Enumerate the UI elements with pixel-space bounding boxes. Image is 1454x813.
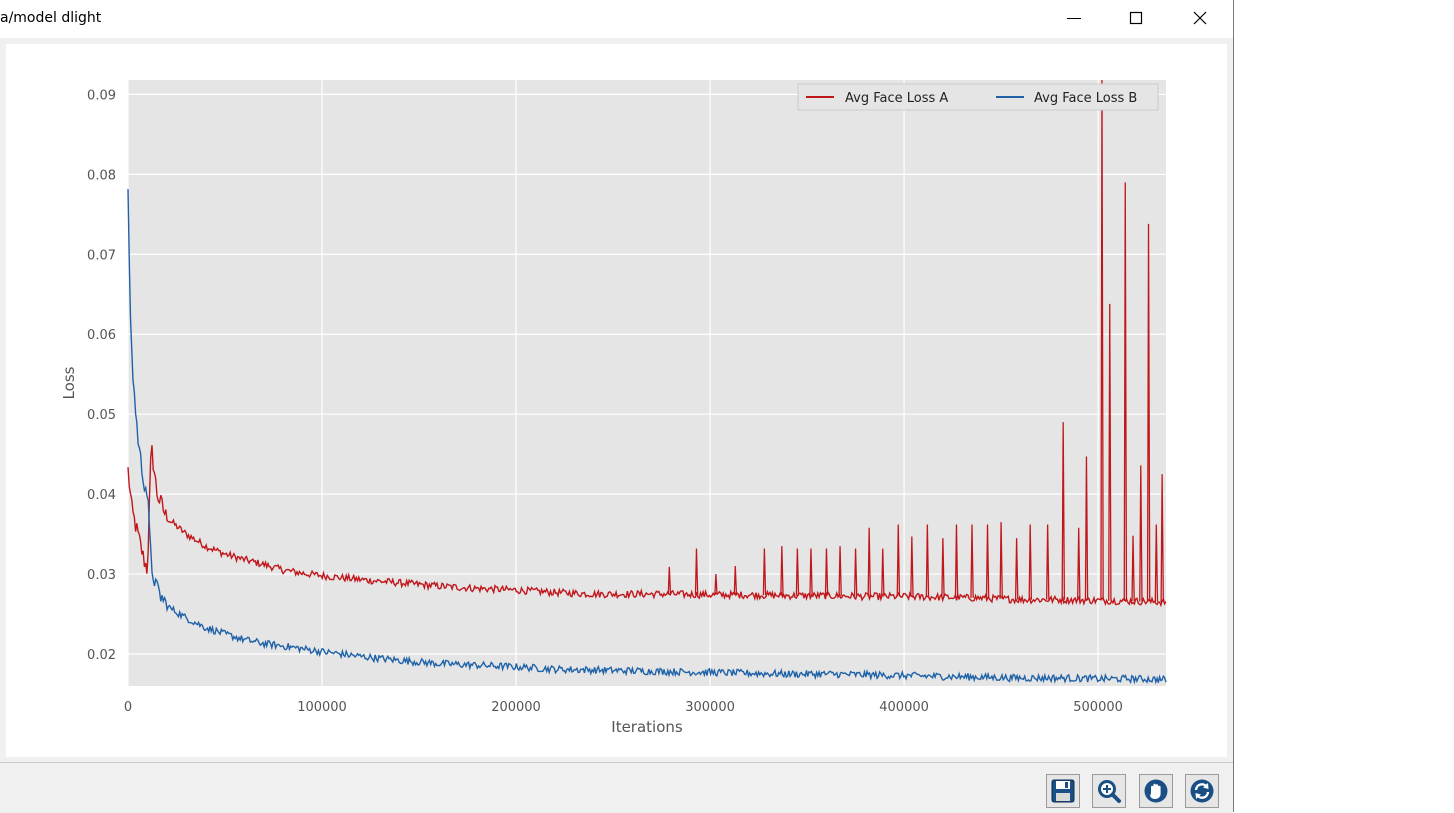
series-a-spike — [999, 522, 1003, 599]
series-a-spike — [667, 566, 672, 595]
zoom-button[interactable] — [1092, 774, 1126, 808]
series-a-spike — [925, 524, 930, 597]
series-a-spike — [1139, 465, 1143, 602]
tick-labels: 0 100000 200000 300000 400000 500000 0.02 0.03 0… — [87, 88, 1123, 715]
series-a-spike — [795, 548, 800, 596]
series-a-spike — [1045, 524, 1050, 600]
series-a-spike — [910, 536, 914, 597]
y-tick-label: 0.02 — [87, 648, 116, 663]
series-a-spike — [1014, 538, 1019, 600]
y-tick-label: 0.07 — [87, 248, 116, 263]
series-a-spike — [1146, 223, 1151, 602]
minimize-icon — [1067, 18, 1081, 19]
series-a-spike — [970, 524, 974, 598]
title-bar: a/model dlight — [0, 0, 1233, 38]
series-a-spike — [694, 548, 699, 595]
series-a-spike — [867, 527, 872, 597]
series-line-a — [127, 445, 1167, 608]
series-a-spike — [985, 524, 990, 599]
series-a-spike — [881, 548, 885, 597]
close-button[interactable] — [1177, 0, 1223, 36]
series-a-spike — [954, 524, 959, 598]
series-a-spike — [1077, 527, 1081, 601]
y-axis-label: Loss — [60, 366, 78, 399]
x-tick-label: 400000 — [879, 700, 929, 715]
y-tick-label: 0.05 — [87, 408, 116, 423]
series-a-spike — [896, 524, 901, 597]
series-a-spike — [941, 538, 945, 598]
loss-chart: 0 100000 200000 300000 400000 500000 0.02 0.03 0… — [60, 79, 1167, 736]
series-a-spike — [838, 546, 842, 596]
series-a-spike — [1061, 422, 1066, 600]
y-tick-label: 0.09 — [87, 88, 116, 103]
maximize-button[interactable] — [1113, 0, 1159, 36]
x-tick-label: 500000 — [1073, 700, 1123, 715]
y-tick-label: 0.06 — [87, 328, 116, 343]
reset-view-button[interactable] — [1185, 774, 1219, 808]
series-a-spike — [714, 574, 718, 595]
series-a-spike — [1154, 524, 1159, 602]
series-line-b — [127, 189, 1167, 685]
series-a-spike — [733, 566, 738, 595]
series-a-spike — [1108, 303, 1112, 601]
series-a-spike — [824, 548, 829, 596]
minimize-button[interactable] — [1051, 0, 1097, 36]
series-a-spike — [809, 548, 813, 596]
series-a-spike — [1084, 456, 1089, 601]
x-axis-label: Iterations — [611, 718, 683, 736]
x-tick-label: 300000 — [685, 700, 735, 715]
save-button[interactable] — [1046, 774, 1080, 808]
series-lines — [127, 79, 1167, 685]
series-a-spike — [853, 548, 858, 597]
y-tick-label: 0.03 — [87, 568, 116, 583]
series-a-spike — [1028, 524, 1033, 600]
series-a-spike — [762, 548, 767, 596]
plot-background — [128, 80, 1166, 686]
magnifier-icon — [1098, 780, 1121, 803]
series-a-spike — [1131, 535, 1135, 602]
y-tick-label: 0.08 — [87, 168, 116, 183]
series-a-spike — [1160, 474, 1164, 602]
legend-label-series-b: Avg Face Loss B — [1034, 91, 1137, 106]
series-a-spike — [1100, 79, 1104, 601]
series-a-spike — [780, 546, 784, 596]
legend: Avg Face Loss A Avg Face Loss B — [797, 83, 1159, 111]
plot-toolbar — [0, 762, 1233, 813]
series-a-spike — [1123, 182, 1128, 602]
refresh-icon — [1190, 779, 1214, 803]
x-tick-label: 100000 — [297, 700, 347, 715]
legend-label-series-a: Avg Face Loss A — [845, 91, 948, 106]
maximize-icon — [1129, 11, 1143, 25]
legend-box — [797, 83, 1159, 111]
plot-canvas: 0 100000 200000 300000 400000 500000 0.02 0.03 0… — [6, 44, 1227, 757]
x-tick-label: 200000 — [491, 700, 541, 715]
close-icon — [1193, 11, 1207, 25]
pan-button[interactable] — [1139, 774, 1173, 808]
hand-icon — [1144, 779, 1168, 803]
floppy-disk-icon — [1051, 779, 1075, 803]
y-tick-label: 0.04 — [87, 488, 116, 503]
window-title: a/model dlight — [0, 10, 102, 26]
app-window: a/model dlight 0 100000 200000 300000 400000… — [0, 0, 1234, 813]
x-tick-label: 0 — [124, 700, 132, 715]
